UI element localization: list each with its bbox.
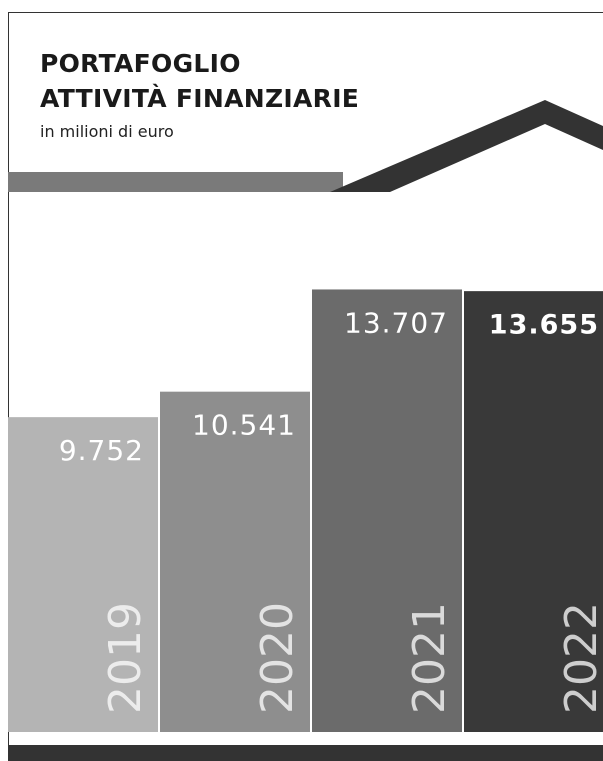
bar <box>464 291 603 732</box>
value-label: 13.707 <box>344 306 448 339</box>
frame <box>8 12 603 761</box>
value-label: 13.655 <box>489 310 599 341</box>
bar <box>160 391 310 732</box>
stripe <box>8 172 343 192</box>
chart-subtitle: in milioni di euro <box>40 122 174 141</box>
x-tick-label: 2022 <box>556 602 603 714</box>
footer-band <box>8 745 603 761</box>
bar <box>312 289 462 732</box>
bar <box>8 417 158 732</box>
x-tick-label: 2021 <box>404 602 455 714</box>
chart-title: PORTAFOGLIO ATTIVITÀ FINANZIARIE <box>40 49 360 113</box>
value-label: 10.541 <box>192 409 296 442</box>
x-tick-label: 2020 <box>252 602 303 714</box>
value-label: 9.752 <box>59 434 144 467</box>
roof <box>330 100 603 192</box>
x-tick-label: 2019 <box>100 602 151 714</box>
